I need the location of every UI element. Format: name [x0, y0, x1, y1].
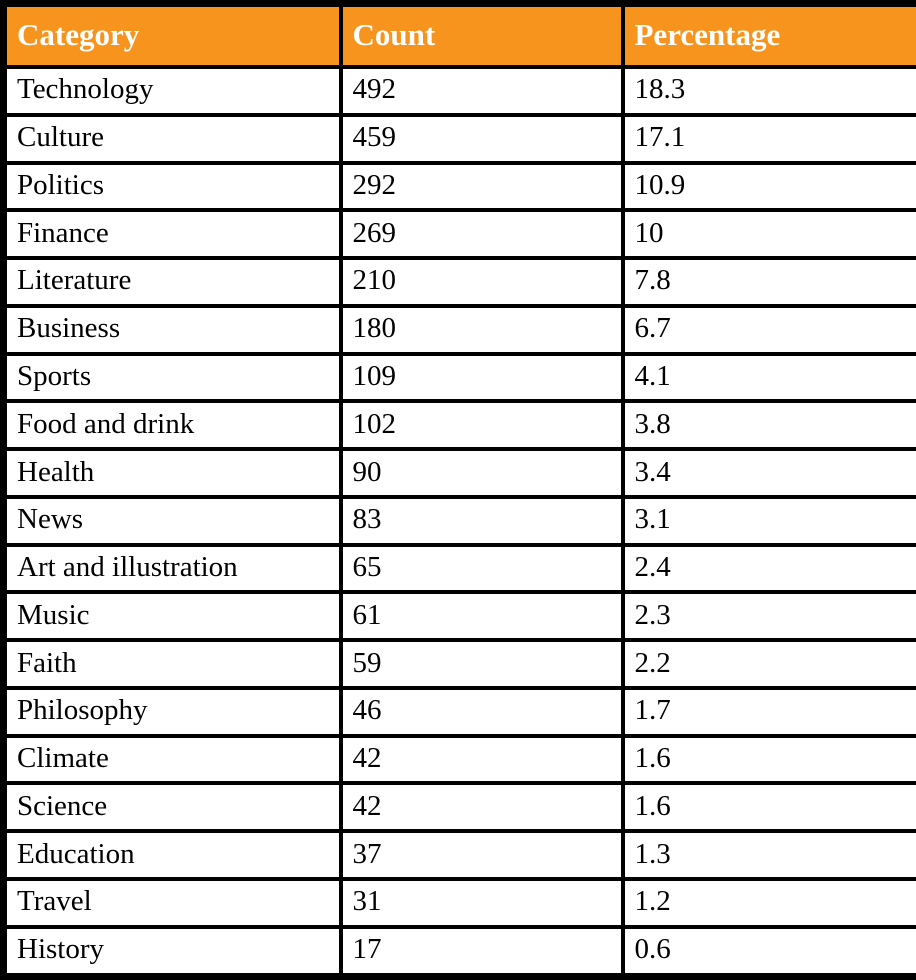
table-body: Technology 492 18.3 Culture 459 17.1 Politics 2… — [1, 65, 916, 979]
cell-count: 180 — [338, 303, 625, 356]
cell-category: Philosophy — [1, 685, 343, 738]
cell-count: 102 — [338, 399, 625, 452]
cell-percentage: 1.2 — [620, 877, 916, 929]
table-row: Art and illustration 65 2.4 — [1, 542, 916, 595]
cell-percentage: 10.9 — [620, 160, 916, 213]
cell-count: 269 — [338, 208, 625, 261]
cell-percentage: 2.3 — [620, 590, 916, 643]
cell-category: History — [1, 924, 343, 979]
cell-category: Culture — [1, 112, 343, 165]
cell-count: 17 — [338, 924, 625, 979]
table-row: Technology 492 18.3 — [1, 65, 916, 117]
table-row: Sports 109 4.1 — [1, 351, 916, 404]
table-row: History 17 0.6 — [1, 924, 916, 979]
cell-percentage: 7.8 — [620, 256, 916, 308]
table-row: Science 42 1.6 — [1, 781, 916, 834]
cell-category: Travel — [1, 877, 343, 929]
column-header-count: Count — [338, 1, 625, 69]
cell-count: 42 — [338, 781, 625, 834]
cell-percentage: 1.6 — [620, 781, 916, 834]
cell-count: 37 — [338, 829, 625, 882]
cell-percentage: 1.7 — [620, 685, 916, 738]
table-header: Category Count Percentage — [1, 1, 916, 69]
table-row: Climate 42 1.6 — [1, 733, 916, 786]
cell-category: Politics — [1, 160, 343, 213]
cell-count: 210 — [338, 256, 625, 308]
cell-category: Technology — [1, 65, 343, 117]
cell-category: Food and drink — [1, 399, 343, 452]
cell-count: 31 — [338, 877, 625, 929]
cell-category: Business — [1, 303, 343, 356]
table-row: Philosophy 46 1.7 — [1, 685, 916, 738]
cell-category: Sports — [1, 351, 343, 404]
table-row: Faith 59 2.2 — [1, 638, 916, 690]
cell-percentage: 18.3 — [620, 65, 916, 117]
cell-category: Art and illustration — [1, 542, 343, 595]
table-row: Politics 292 10.9 — [1, 160, 916, 213]
table-row: Education 37 1.3 — [1, 829, 916, 882]
cell-count: 109 — [338, 351, 625, 404]
cell-category: Education — [1, 829, 343, 882]
column-header-category: Category — [1, 1, 343, 69]
cell-count: 42 — [338, 733, 625, 786]
cell-percentage: 2.4 — [620, 542, 916, 595]
cell-percentage: 3.8 — [620, 399, 916, 452]
table-row: Literature 210 7.8 — [1, 256, 916, 308]
cell-count: 59 — [338, 638, 625, 690]
table-row: News 83 3.1 — [1, 494, 916, 547]
cell-category: Faith — [1, 638, 343, 690]
table-row: Business 180 6.7 — [1, 303, 916, 356]
cell-category: Science — [1, 781, 343, 834]
cell-percentage: 0.6 — [620, 924, 916, 979]
table-row: Food and drink 102 3.8 — [1, 399, 916, 452]
table-row: Travel 31 1.2 — [1, 877, 916, 929]
cell-category: Finance — [1, 208, 343, 261]
cell-category: Health — [1, 447, 343, 499]
cell-category: News — [1, 494, 343, 547]
cell-category: Literature — [1, 256, 343, 308]
cell-count: 61 — [338, 590, 625, 643]
cell-percentage: 1.3 — [620, 829, 916, 882]
cell-count: 83 — [338, 494, 625, 547]
table-row: Culture 459 17.1 — [1, 112, 916, 165]
cell-percentage: 10 — [620, 208, 916, 261]
header-row: Category Count Percentage — [1, 1, 916, 69]
cell-category: Climate — [1, 733, 343, 786]
cell-count: 90 — [338, 447, 625, 499]
cell-percentage: 2.2 — [620, 638, 916, 690]
table-row: Health 90 3.4 — [1, 447, 916, 499]
cell-count: 492 — [338, 65, 625, 117]
cell-percentage: 17.1 — [620, 112, 916, 165]
column-header-percentage: Percentage — [620, 1, 916, 69]
cell-count: 46 — [338, 685, 625, 738]
cell-category: Music — [1, 590, 343, 643]
cell-count: 65 — [338, 542, 625, 595]
cell-percentage: 3.4 — [620, 447, 916, 499]
cell-percentage: 4.1 — [620, 351, 916, 404]
cell-percentage: 1.6 — [620, 733, 916, 786]
cell-percentage: 6.7 — [620, 303, 916, 356]
table-row: Finance 269 10 — [1, 208, 916, 261]
cell-count: 292 — [338, 160, 625, 213]
cell-count: 459 — [338, 112, 625, 165]
table-row: Music 61 2.3 — [1, 590, 916, 643]
cell-percentage: 3.1 — [620, 494, 916, 547]
